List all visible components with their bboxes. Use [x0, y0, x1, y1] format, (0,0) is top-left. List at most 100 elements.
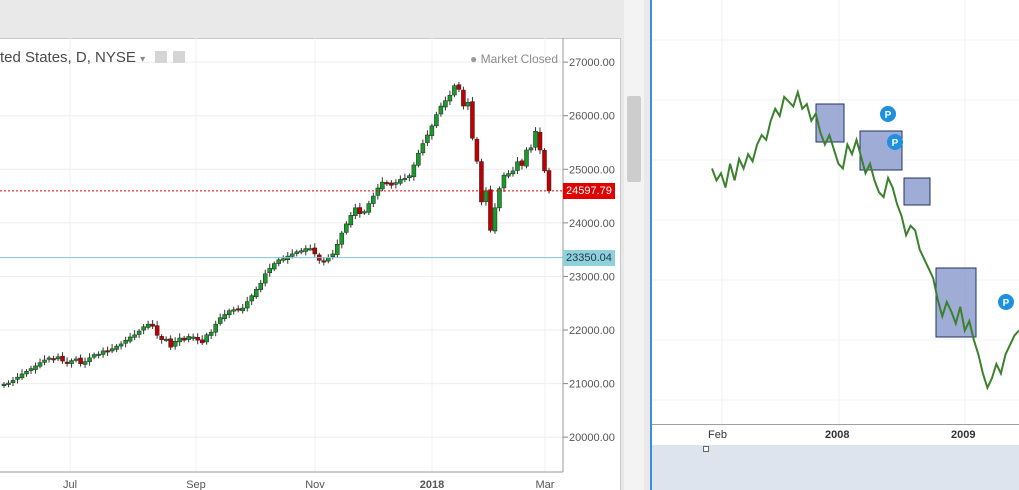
eye-icon[interactable]	[155, 51, 168, 63]
y-tick-label: 23000.00	[569, 271, 615, 283]
candle-body	[235, 308, 241, 311]
candle-body	[519, 160, 525, 166]
x-tick-label: Sep	[186, 479, 206, 490]
p-marker-label: P	[1003, 298, 1010, 309]
candle-body	[546, 170, 552, 192]
candle-body	[226, 310, 232, 316]
secondary-chart-svg[interactable]: P P P	[652, 0, 1019, 424]
candle-body	[136, 330, 142, 335]
candle-body	[37, 362, 43, 367]
p-marker-label: P	[885, 110, 892, 121]
candle-body	[501, 174, 507, 189]
candle-body	[271, 263, 277, 270]
p-marker-icon	[880, 106, 896, 122]
candle-body	[19, 373, 25, 379]
candle-body	[483, 190, 489, 202]
candle-body	[42, 359, 47, 363]
candle-body	[105, 350, 110, 353]
x-tick-label: 2008	[825, 429, 850, 441]
candle-body	[15, 376, 20, 380]
candle-body	[294, 251, 300, 254]
chart-legend[interactable]: ted States, D, NYSE ▾	[0, 49, 186, 66]
candle-body	[24, 371, 29, 375]
candle-body	[123, 339, 128, 344]
candle-body	[380, 181, 385, 190]
highlight-box	[903, 177, 931, 206]
candle-body	[353, 207, 358, 216]
candle-body	[533, 130, 538, 148]
chart-legend-title: ted States, D, NYSE	[0, 49, 136, 66]
p-marker-label: P	[892, 138, 899, 149]
candle-body	[28, 368, 34, 371]
candle-body	[141, 326, 146, 331]
candle-body	[172, 341, 178, 347]
y-tick-label: 20000.00	[569, 432, 615, 444]
y-tick-label: 24000.00	[569, 218, 615, 230]
candle-body	[515, 161, 520, 171]
candle-body	[244, 301, 250, 309]
candle-body	[407, 175, 412, 178]
candle-body	[375, 187, 381, 196]
candle-body	[402, 178, 408, 181]
vertical-scrollbar[interactable]	[624, 0, 644, 490]
market-status-text: Market Closed	[480, 52, 558, 66]
candle-body	[267, 268, 272, 274]
candle-body	[321, 260, 327, 263]
candle-body	[542, 150, 547, 172]
candle-body	[55, 356, 61, 360]
candle-body	[190, 336, 196, 339]
candle-body	[231, 309, 236, 312]
x-tick-label: 2018	[420, 479, 444, 490]
candle-body	[366, 203, 372, 213]
candle-body	[10, 380, 16, 383]
candle-body	[168, 338, 173, 348]
candle-body	[528, 147, 534, 151]
candle-body	[281, 258, 286, 261]
gear-icon[interactable]	[173, 51, 186, 63]
candle-body	[145, 323, 151, 328]
candle-body	[479, 161, 484, 203]
candle-body	[213, 323, 218, 333]
candle-body	[357, 207, 363, 214]
candle-body	[492, 207, 498, 232]
candle-body	[299, 250, 304, 253]
candle-body	[253, 289, 259, 297]
candle-body	[510, 170, 516, 175]
secondary-chart-panel[interactable]	[650, 0, 1019, 490]
candle-body	[461, 89, 466, 107]
x-tick-label: Jul	[63, 479, 77, 490]
candle-body	[109, 348, 115, 352]
main-chart-svg[interactable]: 27000.00 26000.00 25000.00 24000.00 23000.00…	[0, 38, 621, 490]
x-tick-label: Mar	[536, 479, 555, 490]
candle-body	[339, 232, 345, 245]
candle-body	[438, 105, 444, 115]
candle-body	[330, 253, 336, 257]
candle-body	[222, 314, 227, 319]
candle-body	[262, 273, 268, 284]
candle-body	[411, 164, 417, 177]
candle-body	[87, 357, 92, 362]
p-marker-icon	[998, 294, 1014, 310]
candle-body	[199, 339, 205, 344]
p-marker-icon	[887, 134, 903, 150]
candle-body	[78, 357, 83, 365]
candle-body	[150, 323, 155, 327]
candle-body	[429, 125, 435, 136]
candle-body	[46, 357, 52, 360]
last-price-label: 24597.79	[563, 182, 615, 199]
candle-body	[82, 361, 88, 365]
candle-body	[60, 355, 65, 362]
candle-body	[186, 336, 191, 340]
scrollbar-thumb[interactable]	[627, 96, 641, 182]
secondary-time-axis: Feb 2008 2009	[652, 424, 1019, 445]
resize-handle-icon[interactable]	[703, 446, 709, 452]
candle-body	[100, 350, 106, 355]
candle-body	[91, 354, 97, 358]
candle-body	[127, 336, 133, 342]
candle-body	[240, 307, 245, 312]
candle-body	[488, 189, 493, 231]
candle-body	[362, 211, 367, 214]
main-chart-panel[interactable]	[0, 38, 621, 490]
chevron-down-icon[interactable]: ▾	[140, 54, 146, 65]
candle-body	[326, 257, 331, 262]
